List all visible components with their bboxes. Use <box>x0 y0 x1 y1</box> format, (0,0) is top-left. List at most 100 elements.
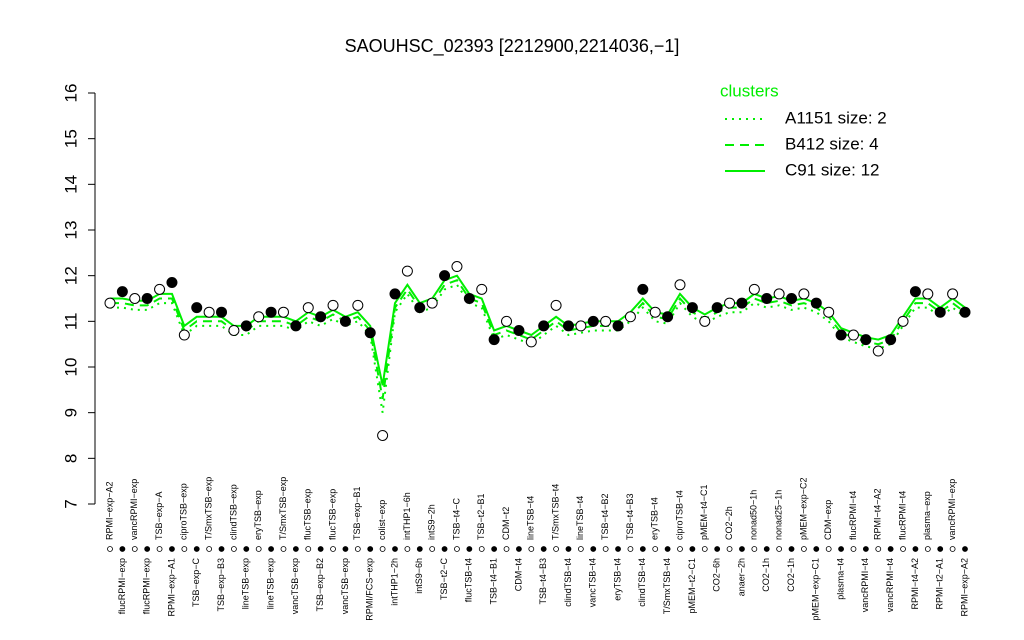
point <box>761 293 773 304</box>
x-tick-label: plasma−t4 <box>835 558 845 600</box>
category-dot <box>478 546 485 552</box>
category-dot <box>615 546 621 552</box>
point <box>154 283 166 295</box>
x-tick-label: colist−exp <box>377 500 387 540</box>
x-tick-label: flucRPMI−t4 <box>848 491 858 540</box>
point <box>674 279 686 291</box>
category-dot <box>367 546 374 552</box>
category-dot <box>528 546 535 552</box>
x-tick-label: RPMI−t2−A1 <box>935 558 945 610</box>
legend-label: C91 size: 12 <box>785 160 880 179</box>
x-tick-label: pMEM−t4−C1 <box>699 484 709 540</box>
category-dot <box>701 546 708 552</box>
x-tick-label: CO2−1h <box>786 558 796 592</box>
category-dot <box>714 546 721 552</box>
legend-label: A1151 size: 2 <box>785 108 887 127</box>
point <box>277 306 289 318</box>
point <box>810 297 822 309</box>
point <box>240 320 252 332</box>
category-dot <box>416 546 423 552</box>
point <box>600 315 612 327</box>
x-tick-label: lineTSB−exp <box>241 558 251 609</box>
point <box>798 288 810 300</box>
category-dot <box>243 546 250 552</box>
category-dot <box>441 546 448 552</box>
point <box>897 315 909 327</box>
point <box>699 315 711 327</box>
category-dot <box>751 546 758 552</box>
point <box>513 324 525 336</box>
x-tick-label: intTHP1−2h <box>389 558 399 606</box>
point <box>686 302 698 314</box>
x-tick-label: lineTSB−t4 <box>526 496 536 540</box>
x-tick-label: vancRPMI−exp <box>947 479 957 540</box>
category-dot <box>813 546 820 552</box>
point <box>501 315 513 327</box>
point <box>662 311 674 323</box>
x-tick-label: flucRPMI−exp <box>117 558 127 614</box>
point <box>575 320 587 332</box>
point <box>377 430 389 441</box>
point <box>538 320 550 332</box>
y-tick-label: 14 <box>61 175 80 194</box>
legend-title: clusters <box>720 81 779 100</box>
category-dot <box>119 546 126 552</box>
x-tick-label: RPMI−exp−A1 <box>166 558 176 617</box>
x-tick-label: intS9−2h <box>427 504 437 540</box>
category-dot <box>466 546 473 552</box>
category-dot <box>825 546 832 552</box>
x-tick-label: RPMI−t4−A2 <box>910 558 920 610</box>
category-dot <box>268 546 274 552</box>
point <box>327 299 339 311</box>
x-tick-label: intS9−6h <box>414 558 424 594</box>
category-dot <box>590 546 597 552</box>
x-tick-label: CDM−t2 <box>501 507 511 540</box>
point <box>711 302 723 314</box>
category-dot <box>255 546 262 552</box>
x-tick-label: T/SmxTSB−exp <box>204 477 214 540</box>
category-dot <box>602 546 609 552</box>
x-tick-label: TSB−t4−B1 <box>489 558 499 605</box>
point <box>736 297 748 309</box>
category-dot <box>900 546 906 552</box>
point <box>389 288 401 300</box>
y-tick-label: 15 <box>61 129 80 148</box>
x-tick-label: vancTSB−exp <box>340 558 350 614</box>
point <box>525 336 537 348</box>
point <box>302 302 314 314</box>
point <box>463 293 475 304</box>
x-tick-label: CDM−t4 <box>513 558 523 591</box>
point <box>451 261 463 273</box>
category-dot <box>776 546 783 552</box>
point <box>773 288 785 300</box>
y-tick-label: 13 <box>61 221 80 240</box>
category-dot <box>107 546 113 552</box>
category-dot <box>218 546 225 552</box>
y-tick-label: 16 <box>61 84 80 103</box>
category-dot <box>577 546 584 552</box>
point <box>414 302 426 314</box>
y-tick-label: 12 <box>61 266 80 285</box>
y-tick-label: 8 <box>61 454 80 463</box>
point <box>649 306 661 318</box>
point <box>959 306 971 318</box>
x-tick-label: lineTSB−t4 <box>575 496 585 540</box>
point <box>426 297 438 309</box>
x-tick-label: vancRPMI−t4 <box>885 558 895 612</box>
x-tick-label: nonad25−1h <box>774 490 784 540</box>
x-tick-label: TSB−t4−B2 <box>600 493 610 540</box>
cluster-line <box>110 274 966 386</box>
category-dot <box>280 546 287 552</box>
category-dot <box>887 546 894 552</box>
x-tick-label: flucTSB−exp <box>303 489 313 540</box>
point <box>364 327 376 339</box>
x-tick-label: RPMI−exp−A2 <box>104 481 114 540</box>
point <box>748 283 760 295</box>
category-dot <box>850 546 857 552</box>
x-tick-label: TSB−t4−B3 <box>538 558 548 605</box>
x-tick-label: clindTSB−exp <box>228 484 238 540</box>
point <box>562 320 574 332</box>
point <box>216 306 228 318</box>
x-tick-label: TSB−t4−B3 <box>625 493 635 540</box>
category-dot <box>330 546 336 552</box>
